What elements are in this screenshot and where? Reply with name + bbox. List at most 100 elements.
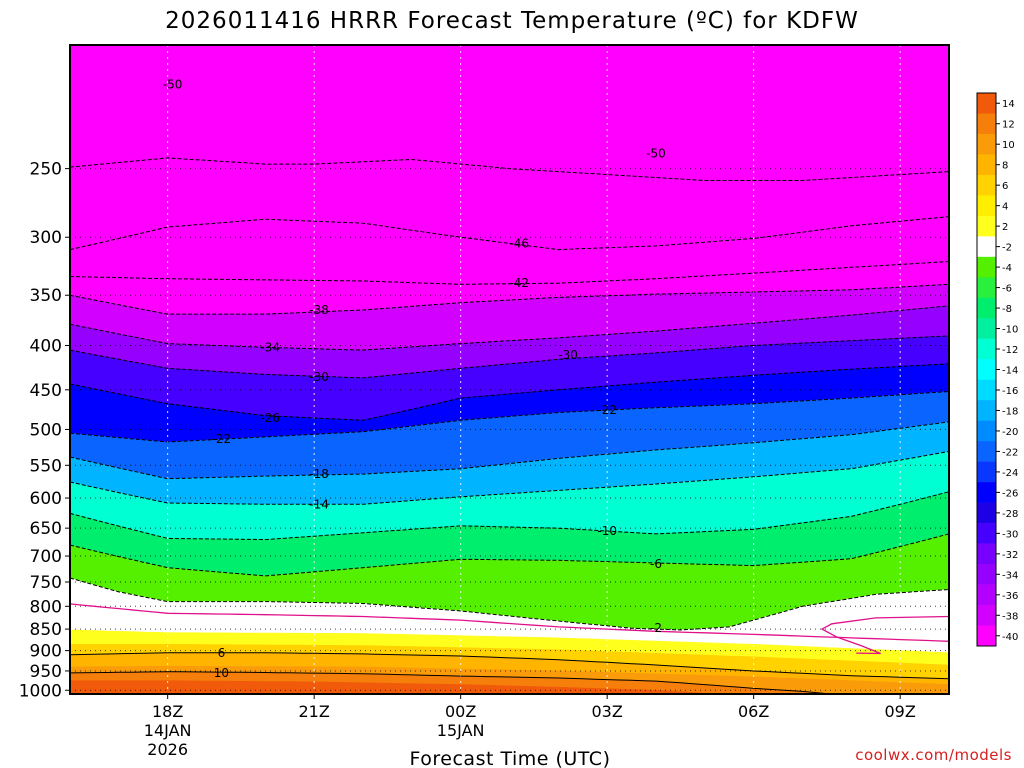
contour-label: -38 bbox=[309, 303, 329, 317]
colorbar-swatch bbox=[977, 93, 996, 114]
colorbar-swatch bbox=[977, 564, 996, 585]
chart-title: 2026011416 HRRR Forecast Temperature (ºC… bbox=[165, 8, 859, 34]
y-tick-label: 500 bbox=[30, 420, 62, 440]
contour-label: -42 bbox=[509, 276, 529, 290]
colorbar-label: 2 bbox=[1002, 222, 1008, 233]
colorbar-label: -2 bbox=[1002, 243, 1012, 254]
colorbar-swatch bbox=[977, 297, 996, 319]
colorbar-swatch bbox=[977, 154, 996, 176]
colorbar-swatch bbox=[977, 441, 996, 462]
colorbar-swatch bbox=[977, 461, 996, 483]
contour-label: -26 bbox=[260, 411, 280, 425]
colorbar-swatch bbox=[977, 256, 996, 278]
y-tick-label: 450 bbox=[30, 381, 62, 401]
contour-label: -50 bbox=[163, 78, 183, 92]
contour-label: -6 bbox=[650, 557, 662, 571]
x-tick-label: 09Z bbox=[885, 702, 916, 721]
temperature-band bbox=[70, 45, 949, 315]
y-tick-label: 750 bbox=[30, 573, 62, 593]
isotherm-line bbox=[70, 283, 949, 315]
contour-label: -18 bbox=[309, 467, 329, 481]
colorbar-label: -12 bbox=[1002, 345, 1018, 356]
colorbar-label: -18 bbox=[1002, 406, 1018, 417]
colorbar-label: -40 bbox=[1002, 632, 1018, 643]
isotherm-line bbox=[70, 216, 949, 251]
contour-label: -2 bbox=[650, 621, 662, 635]
colorbar-swatch bbox=[977, 400, 996, 422]
colorbar-label: -20 bbox=[1002, 427, 1018, 438]
isotherm-line bbox=[70, 450, 949, 505]
colorbar-swatch bbox=[977, 277, 996, 299]
y-tick-label: 250 bbox=[30, 160, 62, 180]
colorbar-swatch bbox=[977, 338, 996, 360]
colorbar-swatch bbox=[977, 482, 996, 503]
colorbar-swatch bbox=[977, 379, 996, 401]
isotherm-line bbox=[70, 157, 949, 181]
isotherm-line bbox=[70, 391, 949, 443]
x-axis-label: Forecast Time (UTC) bbox=[410, 748, 611, 768]
freezing-line bbox=[820, 615, 949, 655]
colorbar-swatch bbox=[977, 113, 996, 135]
y-tick-label: 950 bbox=[30, 662, 62, 682]
y-tick-label: 600 bbox=[30, 489, 62, 509]
isotherm-line bbox=[70, 577, 949, 631]
y-tick-label: 850 bbox=[30, 620, 62, 640]
colorbar-swatch bbox=[977, 133, 996, 155]
colorbar-label: 6 bbox=[1002, 181, 1008, 192]
y-tick-label: 1000 bbox=[19, 681, 62, 701]
colorbar-label: -32 bbox=[1002, 550, 1018, 561]
colorbar-label: -24 bbox=[1002, 468, 1018, 479]
colorbar-swatch bbox=[977, 605, 996, 626]
colorbar-swatch bbox=[977, 215, 996, 237]
contour-label: 6 bbox=[218, 646, 226, 660]
isotherm-line bbox=[70, 363, 949, 421]
x-tick-label: 00Z bbox=[445, 702, 476, 721]
colorbar-swatch bbox=[977, 584, 996, 606]
y-tick-label: 350 bbox=[30, 286, 62, 306]
colorbar-label: -16 bbox=[1002, 386, 1018, 397]
contour-label: -50 bbox=[646, 146, 666, 160]
credit-text: coolwx.com/models bbox=[855, 746, 1012, 764]
colorbar-label: -14 bbox=[1002, 366, 1018, 377]
y-tick-label: 550 bbox=[30, 456, 62, 476]
colorbar-label: 8 bbox=[1002, 161, 1008, 172]
freezing-line bbox=[70, 603, 949, 642]
colorbar-label: -10 bbox=[1002, 325, 1018, 336]
colorbar-swatch bbox=[977, 236, 996, 258]
colorbar-label: -28 bbox=[1002, 509, 1018, 520]
contour-label: -22 bbox=[597, 403, 617, 417]
contour-label: -14 bbox=[309, 497, 329, 511]
colorbar-swatch bbox=[977, 359, 996, 381]
y-tick-label: 700 bbox=[30, 547, 62, 567]
plot-frame bbox=[69, 44, 950, 695]
colorbar-label: -4 bbox=[1002, 263, 1012, 274]
colorbar-swatch bbox=[977, 502, 996, 524]
contour-label: -30 bbox=[558, 348, 578, 362]
colorbar-label: -30 bbox=[1002, 529, 1018, 540]
x-tick-label: 18Z bbox=[152, 702, 183, 721]
y-tick-label: 400 bbox=[30, 336, 62, 356]
y-tick-label: 900 bbox=[30, 642, 62, 662]
isotherm-line bbox=[70, 305, 949, 351]
contour-label: -10 bbox=[597, 524, 617, 538]
contour-label: -34 bbox=[260, 340, 280, 354]
colorbar-label: -22 bbox=[1002, 447, 1018, 458]
colorbar-label: -6 bbox=[1002, 284, 1012, 295]
colorbar-swatch bbox=[977, 195, 996, 217]
colorbar-label: 4 bbox=[1002, 202, 1008, 213]
x-tick-label: 2026 bbox=[147, 740, 188, 759]
isotherm-line bbox=[70, 335, 949, 379]
colorbar-label: -26 bbox=[1002, 488, 1018, 499]
contour-label: -30 bbox=[309, 370, 329, 384]
contour-label: -22 bbox=[212, 432, 232, 446]
isotherm-line bbox=[70, 261, 949, 285]
x-tick-label: 14JAN bbox=[144, 721, 192, 740]
x-tick-label: 21Z bbox=[299, 702, 330, 721]
colorbar-swatch bbox=[977, 543, 996, 565]
y-tick-label: 650 bbox=[30, 519, 62, 539]
colorbar-label: -36 bbox=[1002, 591, 1018, 602]
colorbar-label: 12 bbox=[1002, 120, 1015, 131]
colorbar-label: 14 bbox=[1002, 99, 1015, 110]
contour-label: -46 bbox=[509, 236, 529, 250]
